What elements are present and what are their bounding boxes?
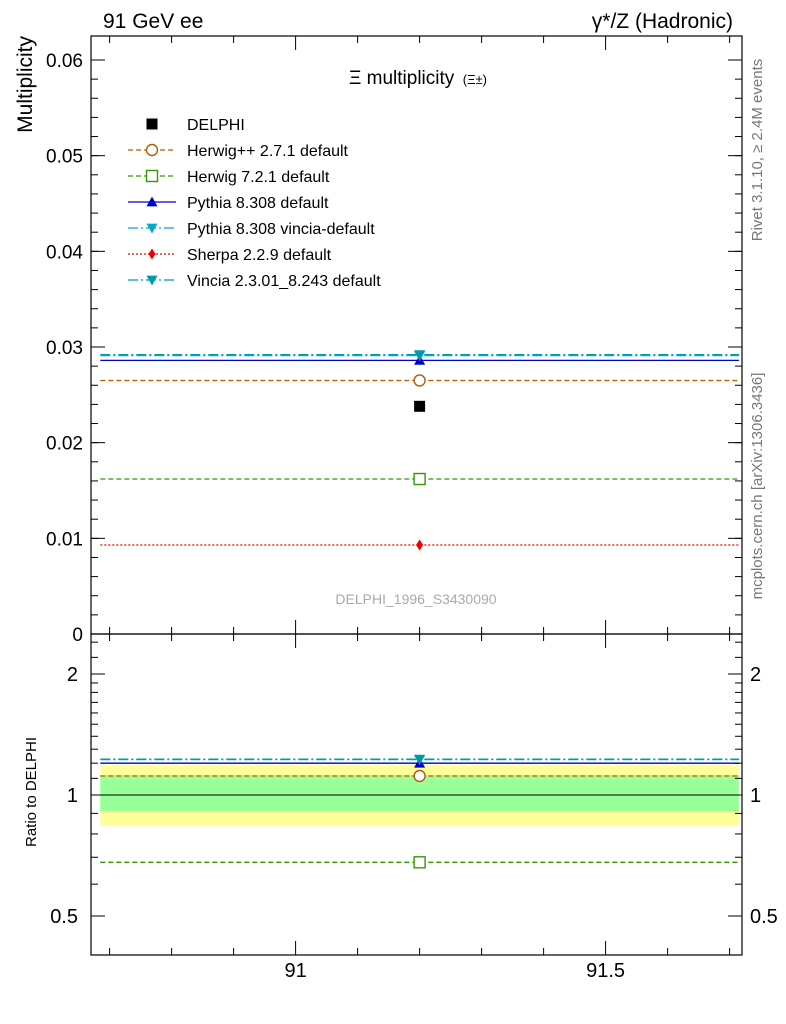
legend-label-1: Herwig++ 2.7.1 default (187, 143, 349, 160)
mcplots-label: mcplots.cern.ch [arXiv:1306.3436] (749, 373, 766, 600)
main-ytick-label-5: 0.05 (46, 147, 83, 168)
legend-label-6: Vincia 2.3.01_8.243 default (187, 273, 381, 290)
series-marker-0 (413, 374, 426, 387)
legend-marker-6 (146, 275, 158, 286)
legend-marker-0 (146, 118, 158, 130)
ratio-ytick-label-right-1: 1 (750, 785, 761, 807)
main-ytick-label-1: 0.01 (46, 529, 83, 550)
data-point (414, 400, 426, 412)
ratio-marker-1 (413, 856, 426, 869)
main-ytick-label-4: 0.04 (46, 242, 83, 263)
header-left: 91 GeV ee (103, 10, 203, 33)
xtick-label-1: 91.5 (586, 960, 625, 982)
legend-label-4: Pythia 8.308 vincia-default (187, 221, 375, 238)
plot-title-main: Ξ multiplicity (349, 68, 455, 89)
header-right: γ*/Z (Hadronic) (592, 10, 733, 33)
analysis-watermark: DELPHI_1996_S3430090 (335, 591, 496, 607)
legend-label-3: Pythia 8.308 default (187, 195, 329, 212)
series-marker-4 (416, 539, 424, 551)
main-ytick-label-3: 0.03 (46, 338, 83, 359)
main-ytick-label-0: 0 (72, 625, 83, 646)
main-ylabel: Multiplicity (14, 36, 37, 133)
ratio-ytick-label-1: 1 (67, 785, 78, 807)
legend-label-5: Sherpa 2.2.9 default (187, 247, 332, 264)
ratio-ylabel: Ratio to DELPHI (23, 737, 40, 847)
legend-marker-2 (145, 169, 159, 183)
ratio-marker-5 (414, 754, 426, 765)
legend-label-2: Herwig 7.2.1 default (187, 169, 330, 186)
legend-label-0: DELPHI (187, 117, 245, 134)
plot-title-suffix: (Ξ±) (463, 72, 487, 87)
ratio-marker-0 (413, 769, 426, 783)
series-marker-5 (414, 350, 426, 361)
ratio-ytick-label-0: 0.5 (50, 906, 78, 928)
plot-title: Ξ multiplicity (Ξ±) (349, 68, 487, 89)
legend-marker-5 (148, 248, 156, 260)
legend: DELPHI Herwig++ 2.7.1 default Herwig 7.2.1… (128, 117, 381, 290)
main-ytick-label-6: 0.06 (46, 51, 83, 72)
legend-marker-1 (145, 143, 159, 157)
ratio-ytick-label-right-2: 2 (750, 664, 761, 686)
rivet-label: Rivet 3.1.10, ≥ 2.4M events (749, 59, 766, 242)
legend-marker-3 (146, 196, 158, 207)
ratio-plot: 0.5 0.5 1 1 2 2 91 91.5 (50, 633, 778, 982)
ratio-ytick-label-2: 2 (67, 664, 78, 686)
main-ytick-label-2: 0.02 (46, 434, 83, 455)
series-marker-1 (413, 472, 426, 486)
xtick-label-0: 91 (284, 960, 306, 982)
ratio-ytick-label-right-0: 0.5 (750, 906, 778, 928)
legend-marker-4 (146, 223, 158, 234)
main-plot: 0 0.01 0.02 0.03 0.04 0.05 0.06 (46, 35, 743, 646)
